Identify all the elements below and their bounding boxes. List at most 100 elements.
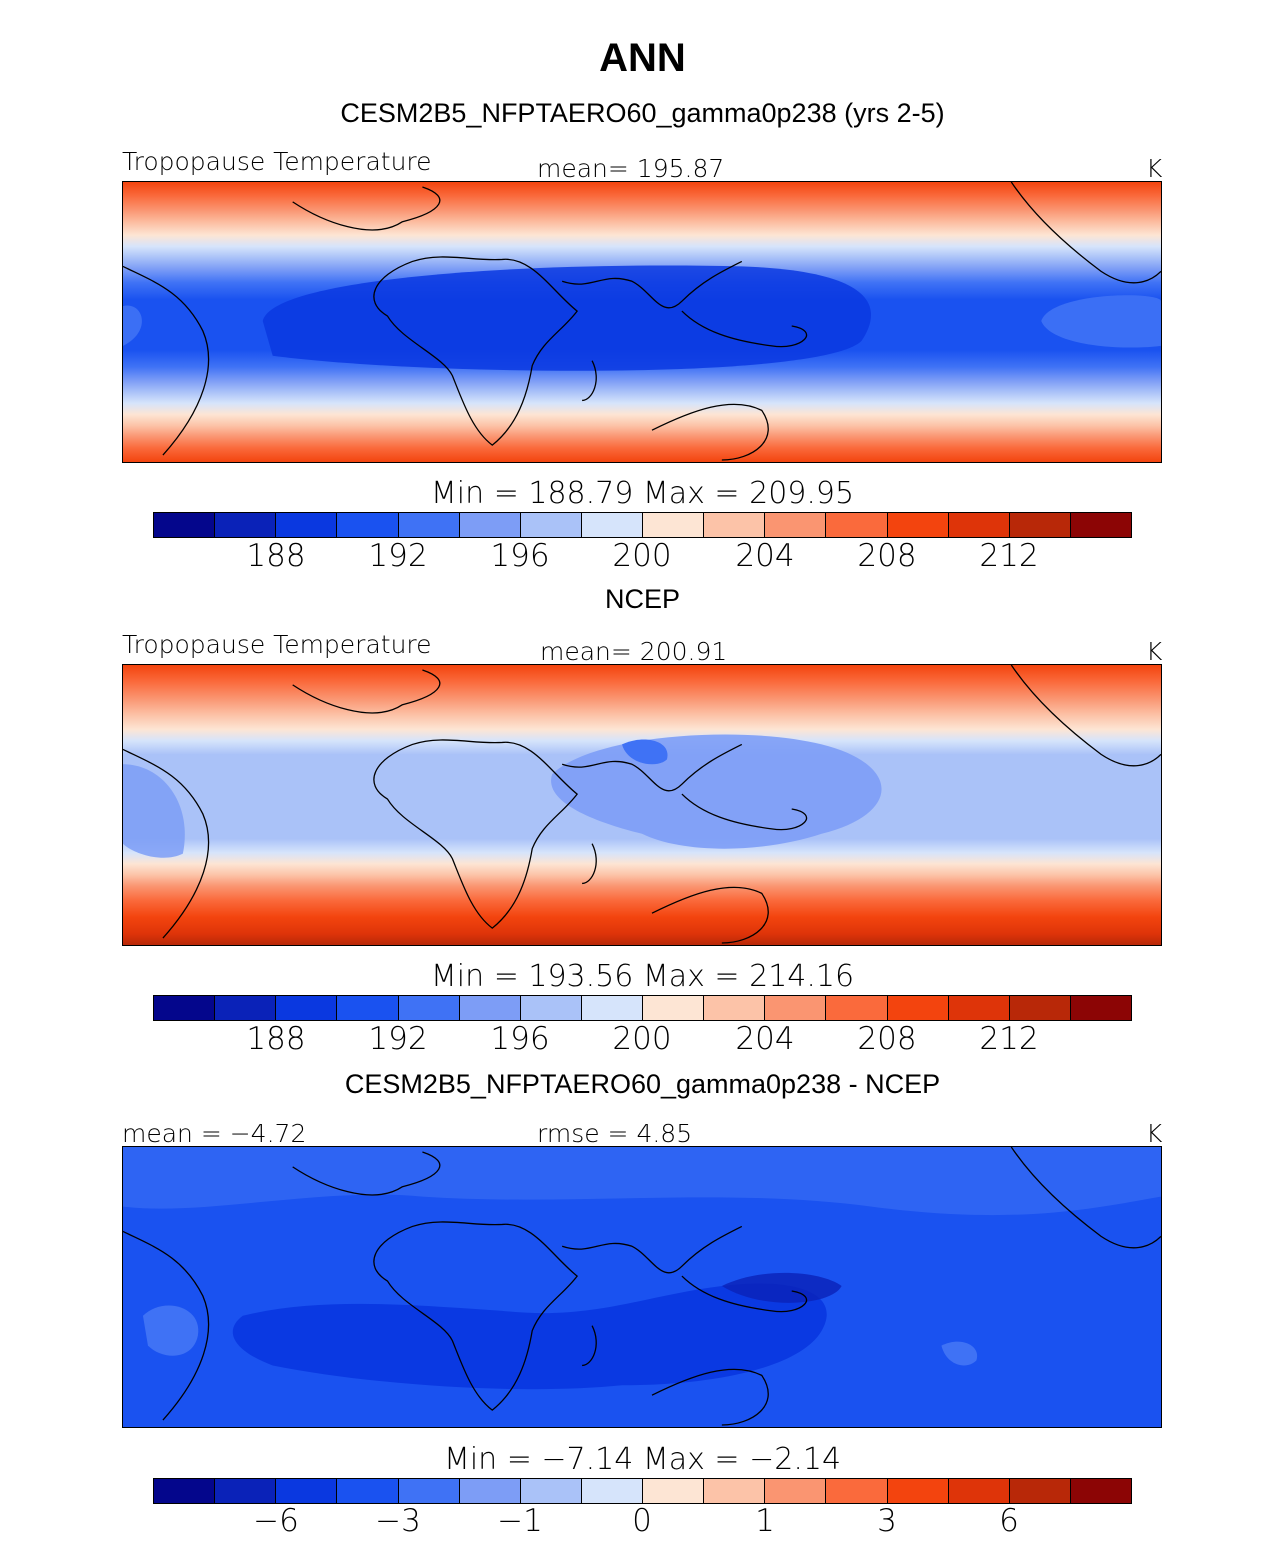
colorbar-swatch bbox=[459, 513, 521, 537]
panel-1-variable-label: Tropopause Temperature bbox=[122, 147, 432, 176]
colorbar-swatch bbox=[581, 1479, 643, 1503]
panel-3-map-svg bbox=[123, 1147, 1161, 1427]
colorbar-tick-label: −1 bbox=[497, 1503, 543, 1539]
panel-2-colorbar-ticks: 188 192 196 200 204 208 212 bbox=[0, 1021, 1285, 1057]
colorbar-swatch bbox=[154, 513, 216, 537]
colorbar-swatch bbox=[276, 1479, 338, 1503]
panel-2-colorbar bbox=[153, 995, 1132, 1021]
panel-2-minmax: Min = 193.56 Max = 214.16 bbox=[430, 959, 855, 994]
colorbar-swatch bbox=[643, 513, 705, 537]
colorbar-tick-label: 0 bbox=[632, 1503, 652, 1539]
colorbar-swatch bbox=[887, 513, 949, 537]
colorbar-swatch bbox=[704, 513, 766, 537]
colorbar-swatch bbox=[215, 996, 277, 1020]
panel-2-coastlines bbox=[123, 665, 1161, 944]
colorbar-tick-label: 200 bbox=[612, 538, 672, 574]
panel-2-mean-label: mean= 200.91 bbox=[540, 637, 728, 666]
colorbar-swatch bbox=[704, 996, 766, 1020]
colorbar-swatch bbox=[459, 996, 521, 1020]
panel-3-band-north bbox=[123, 1147, 1161, 1216]
panel-3-warm-patch-east bbox=[941, 1341, 978, 1366]
colorbar-swatch bbox=[520, 996, 582, 1020]
colorbar-tick-label: 212 bbox=[979, 538, 1039, 574]
panel-2-west-pool bbox=[123, 764, 185, 858]
colorbar-swatch bbox=[643, 1479, 705, 1503]
panel-1-cold-core bbox=[262, 265, 872, 371]
colorbar-tick-label: 208 bbox=[857, 538, 917, 574]
colorbar-swatch bbox=[398, 1479, 460, 1503]
colorbar-swatch bbox=[765, 996, 827, 1020]
colorbar-swatch bbox=[154, 996, 216, 1020]
colorbar-swatch bbox=[581, 513, 643, 537]
figure-title: ANN bbox=[599, 36, 686, 80]
colorbar-swatch bbox=[154, 1479, 216, 1503]
colorbar-swatch bbox=[398, 513, 460, 537]
colorbar-swatch bbox=[337, 513, 399, 537]
colorbar-swatch bbox=[887, 1479, 949, 1503]
panel-3-cold-region bbox=[232, 1283, 827, 1390]
panel-2-map-svg bbox=[123, 665, 1161, 945]
panel-3-mean-label: mean = −4.72 bbox=[122, 1119, 307, 1148]
colorbar-swatch bbox=[215, 513, 277, 537]
colorbar-swatch bbox=[765, 513, 827, 537]
colorbar-swatch bbox=[1070, 1479, 1131, 1503]
colorbar-tick-label: 192 bbox=[368, 538, 428, 574]
colorbar-swatch bbox=[1009, 513, 1071, 537]
panel-1-minmax: Min = 188.79 Max = 209.95 bbox=[430, 476, 855, 511]
colorbar-swatch bbox=[1009, 1479, 1071, 1503]
panel-2-units-label: K bbox=[1146, 637, 1163, 666]
panel-2-variable-label: Tropopause Temperature bbox=[122, 630, 432, 659]
panel-3-rmse-label: rmse = 4.85 bbox=[537, 1119, 693, 1148]
colorbar-swatch bbox=[948, 513, 1010, 537]
panel-3-colorbar-ticks: −6 −3 −1 0 1 3 6 bbox=[0, 1503, 1285, 1539]
panel-1-units-label: K bbox=[1146, 154, 1163, 183]
colorbar-swatch bbox=[520, 1479, 582, 1503]
colorbar-swatch bbox=[948, 996, 1010, 1020]
panel-3-warm-patch-west bbox=[142, 1305, 199, 1356]
colorbar-swatch bbox=[704, 1479, 766, 1503]
panel-1-coastlines bbox=[123, 182, 1161, 461]
colorbar-swatch bbox=[765, 1479, 827, 1503]
colorbar-tick-label: −6 bbox=[253, 1503, 299, 1539]
panel-2-cool-pool bbox=[551, 734, 882, 849]
panel-1-colorbar bbox=[153, 512, 1132, 538]
colorbar-tick-label: 188 bbox=[246, 538, 306, 574]
panel-3-map bbox=[122, 1146, 1162, 1428]
colorbar-swatch bbox=[520, 513, 582, 537]
colorbar-swatch bbox=[643, 996, 705, 1020]
colorbar-swatch bbox=[1009, 996, 1071, 1020]
panel-1-map-svg bbox=[123, 182, 1161, 462]
panel-3-cold-core bbox=[721, 1272, 842, 1303]
colorbar-tick-label: 200 bbox=[612, 1021, 672, 1057]
panel-1-warm-bulge-2 bbox=[123, 305, 142, 346]
colorbar-swatch bbox=[887, 996, 949, 1020]
colorbar-swatch bbox=[337, 996, 399, 1020]
colorbar-tick-label: 204 bbox=[735, 1021, 795, 1057]
colorbar-tick-label: 212 bbox=[979, 1021, 1039, 1057]
colorbar-swatch bbox=[826, 996, 888, 1020]
colorbar-swatch bbox=[398, 996, 460, 1020]
panel-3-minmax: Min = −7.14 Max = −2.14 bbox=[443, 1442, 842, 1477]
colorbar-tick-label: 204 bbox=[735, 538, 795, 574]
panel-3-coastlines bbox=[123, 1147, 1161, 1426]
panel-1-subtitle: CESM2B5_NFPTAERO60_gamma0p238 (yrs 2-5) bbox=[340, 98, 945, 128]
colorbar-tick-label: 196 bbox=[490, 538, 550, 574]
panel-1-mean-label: mean= 195.87 bbox=[537, 154, 725, 183]
panel-2-map bbox=[122, 664, 1162, 946]
panel-1-warm-bulge bbox=[1041, 295, 1161, 348]
panel-3-units-label: K bbox=[1146, 1119, 1163, 1148]
colorbar-swatch bbox=[581, 996, 643, 1020]
colorbar-swatch bbox=[826, 1479, 888, 1503]
colorbar-swatch bbox=[826, 513, 888, 537]
colorbar-swatch bbox=[276, 996, 338, 1020]
colorbar-tick-label: −3 bbox=[375, 1503, 421, 1539]
panel-1-map bbox=[122, 181, 1162, 463]
panel-3-colorbar bbox=[153, 1478, 1132, 1504]
colorbar-swatch bbox=[215, 1479, 277, 1503]
colorbar-swatch bbox=[1070, 513, 1131, 537]
colorbar-tick-label: 6 bbox=[999, 1503, 1019, 1539]
colorbar-tick-label: 192 bbox=[368, 1021, 428, 1057]
colorbar-tick-label: 188 bbox=[246, 1021, 306, 1057]
panel-2-subtitle: NCEP bbox=[604, 584, 680, 614]
colorbar-swatch bbox=[1070, 996, 1131, 1020]
